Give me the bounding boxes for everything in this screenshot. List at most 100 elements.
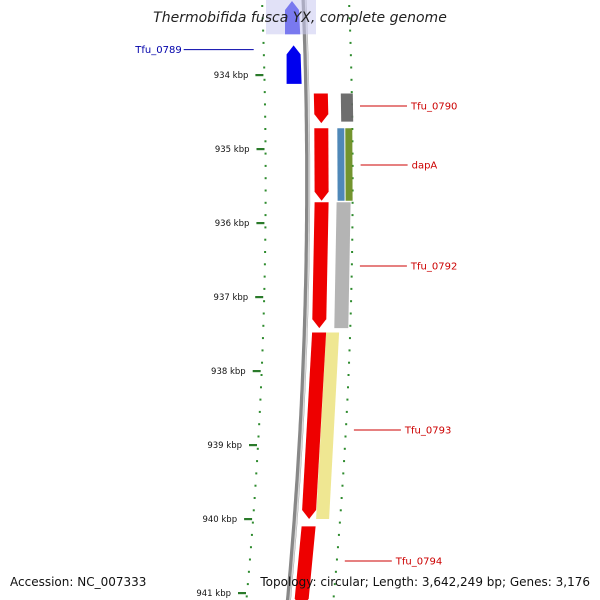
minor-tick-left: [263, 103, 266, 106]
minor-tick-right: [349, 312, 352, 315]
minor-tick-right: [351, 189, 354, 192]
minor-tick-left: [263, 78, 266, 81]
minor-tick-left: [263, 300, 266, 303]
minor-tick-right: [348, 17, 351, 20]
minor-tick-left: [247, 570, 250, 573]
gene-shade: [266, 0, 316, 35]
minor-tick-right: [338, 521, 341, 524]
minor-tick-left: [264, 128, 267, 130]
minor-tick-left: [261, 5, 264, 7]
minor-tick-left: [264, 201, 267, 204]
minor-tick-left: [252, 509, 255, 512]
minor-tick-left: [262, 41, 265, 44]
minor-tick-right: [351, 214, 354, 217]
minor-tick-right: [346, 386, 349, 389]
minor-tick-left: [262, 54, 265, 57]
minor-tick-right: [349, 54, 352, 57]
minor-tick-left: [263, 91, 266, 94]
feature-bar: [334, 202, 351, 329]
minor-tick-left: [261, 337, 264, 340]
minor-tick-left: [264, 115, 267, 118]
scale-tick-label: 939 kbp: [207, 441, 242, 451]
minor-tick-right: [339, 509, 342, 512]
feature-bar: [340, 93, 354, 122]
scale-tick: [255, 296, 264, 299]
minor-tick-left: [254, 484, 257, 487]
scale-tick-label: 940 kbp: [202, 515, 237, 525]
minor-tick-right: [346, 398, 349, 401]
minor-tick-left: [264, 177, 267, 180]
minor-tick-left: [264, 152, 267, 155]
minor-tick-right: [335, 558, 338, 561]
scale-tick-label: 936 kbp: [215, 219, 250, 229]
minor-tick-left: [259, 386, 262, 389]
minor-tick-left: [248, 558, 251, 561]
gene-arrow: [313, 93, 329, 124]
minor-tick-right: [336, 546, 339, 549]
scale-tick-label: 938 kbp: [211, 367, 246, 377]
gene-label: Tfu_0793: [404, 426, 451, 437]
minor-tick-left: [263, 263, 266, 266]
scale-tick: [256, 148, 265, 151]
minor-tick-left: [258, 410, 261, 413]
scale-tick: [244, 518, 253, 521]
minor-tick-left: [261, 361, 264, 364]
minor-tick-left: [246, 583, 249, 586]
gene-arrow: [294, 526, 316, 600]
minor-tick-right: [351, 177, 354, 180]
minor-tick-left: [264, 140, 267, 143]
minor-tick-right: [348, 361, 351, 364]
minor-tick-left: [257, 435, 260, 438]
minor-tick-right: [332, 595, 335, 598]
minor-tick-left: [261, 349, 264, 352]
minor-tick-left: [263, 275, 266, 278]
minor-tick-right: [350, 263, 353, 266]
minor-tick-right: [351, 238, 354, 241]
scale-tick-label: 935 kbp: [215, 145, 250, 155]
minor-tick-left: [262, 312, 265, 315]
scale-tick: [256, 222, 265, 225]
feature-bar: [345, 128, 353, 201]
scale-tick-label: 941 kbp: [196, 589, 231, 599]
minor-tick-right: [337, 533, 340, 536]
accession-text: Accession: NC_007333: [10, 575, 147, 589]
minor-tick-left: [264, 189, 267, 192]
genome-backbone-highlight: [289, 0, 310, 600]
genome-backbone: [285, 0, 311, 600]
minor-tick-right: [343, 460, 346, 463]
minor-tick-right: [345, 410, 348, 413]
minor-tick-right: [350, 287, 353, 290]
minor-tick-left: [264, 226, 267, 229]
scale-tick-label: 937 kbp: [214, 293, 249, 303]
gene-label: Tfu_0790: [410, 102, 457, 113]
minor-tick-left: [263, 287, 266, 290]
minor-tick-left: [264, 214, 267, 217]
scale-tick: [249, 444, 257, 447]
feature-bar: [316, 332, 340, 519]
gene-label: Tfu_0794: [395, 557, 442, 568]
feature-bar: [337, 128, 345, 201]
minor-tick-right: [351, 128, 354, 130]
genome-summary-text: Topology: circular; Length: 3,642,249 bp…: [260, 575, 590, 589]
minor-tick-left: [249, 546, 252, 549]
minor-tick-right: [340, 497, 343, 499]
gene-label: dapA: [412, 161, 438, 172]
gene-label: Tfu_0792: [410, 262, 457, 273]
scale-tick: [238, 592, 246, 595]
minor-tick-left: [263, 66, 266, 69]
minor-tick-left: [256, 447, 259, 450]
minor-tick-left: [245, 595, 248, 598]
scale-tick: [252, 370, 261, 373]
minor-tick-right: [350, 300, 353, 303]
minor-tick-right: [344, 435, 347, 438]
minor-tick-right: [350, 91, 353, 94]
gene-arrow: [312, 202, 329, 329]
minor-tick-left: [260, 374, 263, 376]
minor-tick-right: [334, 570, 337, 573]
minor-tick-right: [333, 583, 336, 586]
gene-arrow: [286, 45, 302, 84]
minor-tick-left: [262, 29, 265, 32]
minor-tick-left: [251, 521, 254, 524]
minor-tick-left: [250, 533, 253, 536]
